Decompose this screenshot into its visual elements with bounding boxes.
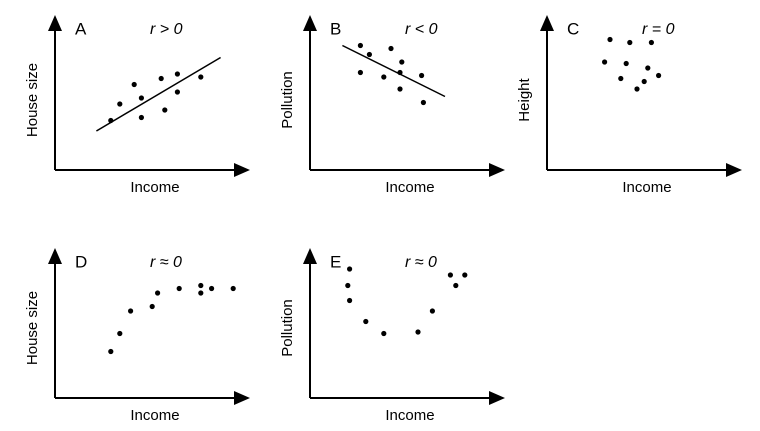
x-axis-arrow [489,391,505,405]
data-point [347,297,353,304]
x-axis-label: Income [130,407,179,424]
data-point [618,75,624,82]
data-point [138,95,144,101]
data-point [131,81,137,88]
data-point [198,290,204,296]
annotation: r ≈ 0 [405,254,437,271]
data-point [397,69,403,76]
data-point [415,329,421,335]
y-axis-arrow [540,15,554,31]
data-point [345,282,351,289]
data-point [162,107,168,113]
y-axis-arrow [48,15,62,31]
panel-label: C [567,19,579,38]
annotation: r = 0 [642,21,675,38]
data-point [209,285,215,292]
x-axis-arrow [489,163,505,177]
data-point [648,39,655,46]
data-point [198,282,204,289]
data-point [627,39,633,46]
data-point [419,72,425,79]
y-axis-label: Height [516,77,533,121]
trend-line [96,56,221,132]
data-point [176,285,182,292]
data-point [174,89,180,95]
data-point [602,59,608,65]
data-point [138,114,144,121]
x-axis-label: Income [130,179,179,196]
data-point [108,348,114,355]
x-axis-arrow [726,163,742,177]
data-point [117,330,123,337]
data-point [453,282,459,289]
y-axis-label: Pollution [279,299,296,357]
panel-label: A [75,19,87,38]
y-axis-label: House size [24,63,41,137]
data-point [357,42,363,49]
data-point [357,69,363,76]
data-point [155,290,161,296]
data-point [656,72,662,79]
y-axis-label: Pollution [279,71,296,129]
data-point [420,99,426,106]
data-point [388,45,394,52]
x-axis-label: Income [385,407,434,424]
data-point [230,285,236,292]
panel-label: D [75,252,87,271]
trend-line [342,44,446,98]
x-axis-label: Income [622,179,671,196]
data-point [447,272,453,278]
x-axis-arrow [234,391,250,405]
data-point [117,101,123,107]
data-point [366,51,372,58]
data-point [158,75,164,82]
y-axis-label: House size [24,291,41,365]
x-axis-label: Income [385,179,434,196]
data-point [108,117,114,124]
data-point [397,86,403,92]
data-point [381,74,387,80]
data-point [641,78,647,85]
data-point [128,308,134,314]
data-point [645,65,651,71]
y-axis-arrow [303,248,317,264]
y-axis-arrow [303,15,317,31]
annotation: r > 0 [150,21,183,38]
data-point [399,59,405,65]
data-point [363,318,369,325]
data-point [198,74,204,80]
data-point [347,266,353,272]
data-point [623,60,629,67]
annotation: r < 0 [405,21,438,38]
data-point [381,330,387,337]
data-point [149,303,155,310]
annotation: r ≈ 0 [150,254,182,271]
panel-label: E [330,252,341,271]
y-axis-arrow [48,248,62,264]
x-axis-arrow [234,163,250,177]
panel-label: B [330,19,341,38]
data-point [174,71,180,77]
data-point [429,308,435,314]
data-point [462,272,468,278]
data-point [634,86,640,92]
data-point [607,36,613,43]
